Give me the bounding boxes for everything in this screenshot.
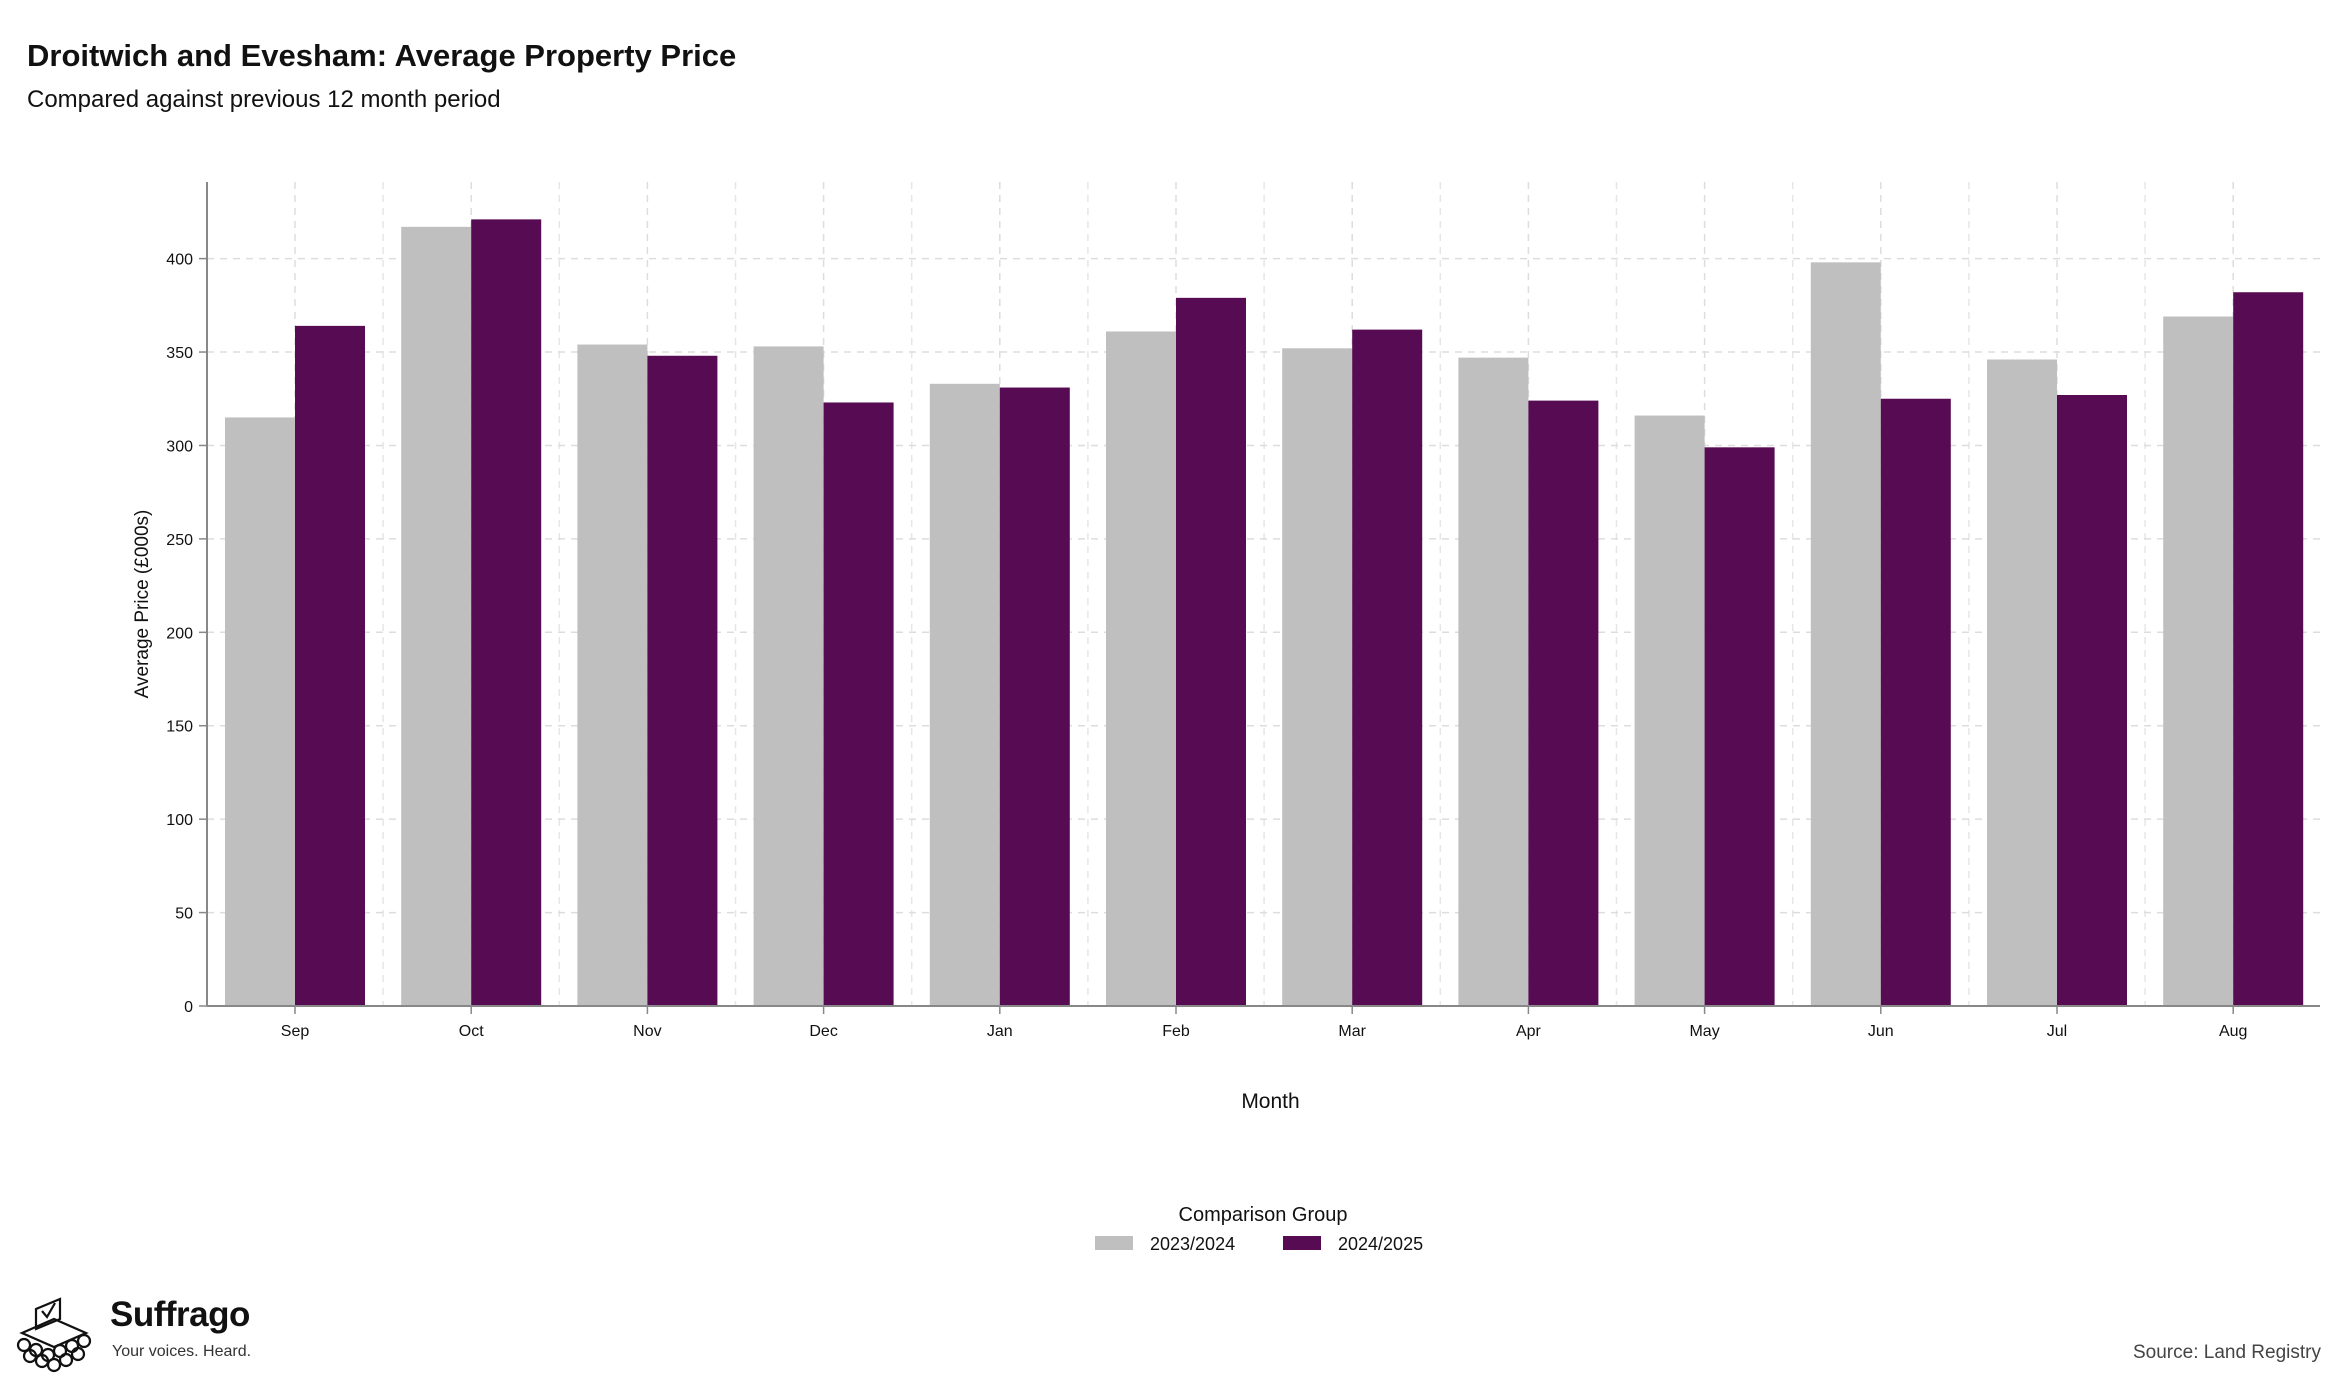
y-axis-title: Average Price (£000s) [132,510,153,699]
axis-labels: 0 50 100 150 200 250 300 350 400 Sep Oct Nov Dec Jan F… [132,252,2247,1113]
bar-2023/2024-Nov [577,344,648,1006]
source-note: Source: Land Registry [2133,1342,2321,1363]
chart-title: Droitwich and Evesham: Average Property … [27,38,737,73]
x-tick-label: Dec [809,1023,837,1040]
x-tick-label: May [1689,1023,1719,1040]
bar-2023/2024-Apr [1458,357,1529,1006]
grid-lines [207,182,2320,1007]
bar-2023/2024-Dec [753,346,824,1007]
y-tick-label: 50 [175,906,193,923]
bar-2023/2024-Aug [2163,316,2234,1006]
bar-2024/2025-Oct [471,219,542,1006]
bar-2024/2025-Jul [2057,395,2127,1006]
axes [199,182,2320,1014]
x-tick-label: Aug [2219,1023,2247,1040]
legend-swatch [1095,1236,1133,1250]
bar-2024/2025-Aug [2233,292,2304,1006]
bar-2024/2025-Mar [1352,329,1423,1006]
y-tick-label: 400 [166,252,193,269]
bar-2023/2024-Jun [1810,262,1881,1006]
bar-2024/2025-Sep [295,325,365,1006]
y-tick-label: 350 [166,345,193,362]
y-tick-label: 200 [166,625,193,642]
bar-2023/2024-Oct [401,226,472,1007]
bars [225,219,2304,1007]
x-tick-label: Oct [459,1023,484,1040]
bar-2023/2024-Jan [929,383,1000,1007]
brand-name: Suffrago [110,1295,250,1334]
y-tick-label: 100 [166,812,193,829]
bar-2024/2025-Dec [823,402,894,1006]
bar-2023/2024-Sep [225,417,295,1006]
x-tick-label: Feb [1162,1023,1190,1040]
y-tick-label: 0 [184,999,193,1016]
y-tick-label: 250 [166,532,193,549]
bar-2024/2025-May [1704,447,1775,1007]
x-tick-label: Sep [281,1023,310,1040]
x-tick-label: Jan [987,1023,1013,1040]
x-tick-label: Nov [633,1023,661,1040]
bar-2024/2025-Jun [1880,398,1951,1006]
chart-subtitle: Compared against previous 12 month perio… [27,86,501,113]
legend-swatch [1283,1236,1321,1250]
legend-title: Comparison Group [1179,1204,1348,1226]
legend-label: 2024/2025 [1338,1234,1423,1254]
bar-2023/2024-Mar [1282,348,1353,1006]
ballot-box-logo-icon [16,1297,92,1373]
legend-label: 2023/2024 [1150,1234,1235,1254]
bar-2024/2025-Feb [1176,297,1246,1006]
bar-2024/2025-Apr [1528,400,1599,1006]
y-tick-label: 300 [166,438,193,455]
brand-logo-block: Suffrago Your voices. Heard. [14,1295,274,1375]
y-tick-label: 150 [166,719,193,736]
bar-2024/2025-Nov [647,355,718,1007]
bar-2023/2024-May [1634,415,1705,1007]
x-tick-label: Apr [1516,1023,1542,1040]
x-axis-title: Month [1241,1090,1299,1113]
x-tick-label: Mar [1338,1023,1366,1040]
bar-2023/2024-Jul [1987,359,2057,1006]
x-tick-label: Jul [2047,1023,2067,1040]
bar-chart: 0 50 100 150 200 250 300 350 400 Sep Oct Nov Dec Jan F… [132,182,2320,1254]
bar-2023/2024-Feb [1106,331,1176,1006]
x-tick-label: Jun [1868,1023,1894,1040]
bar-2024/2025-Jan [999,387,1070,1007]
legend: Comparison Group 2023/2024 2024/2025 [1095,1204,1423,1254]
brand-tagline: Your voices. Heard. [112,1343,252,1360]
